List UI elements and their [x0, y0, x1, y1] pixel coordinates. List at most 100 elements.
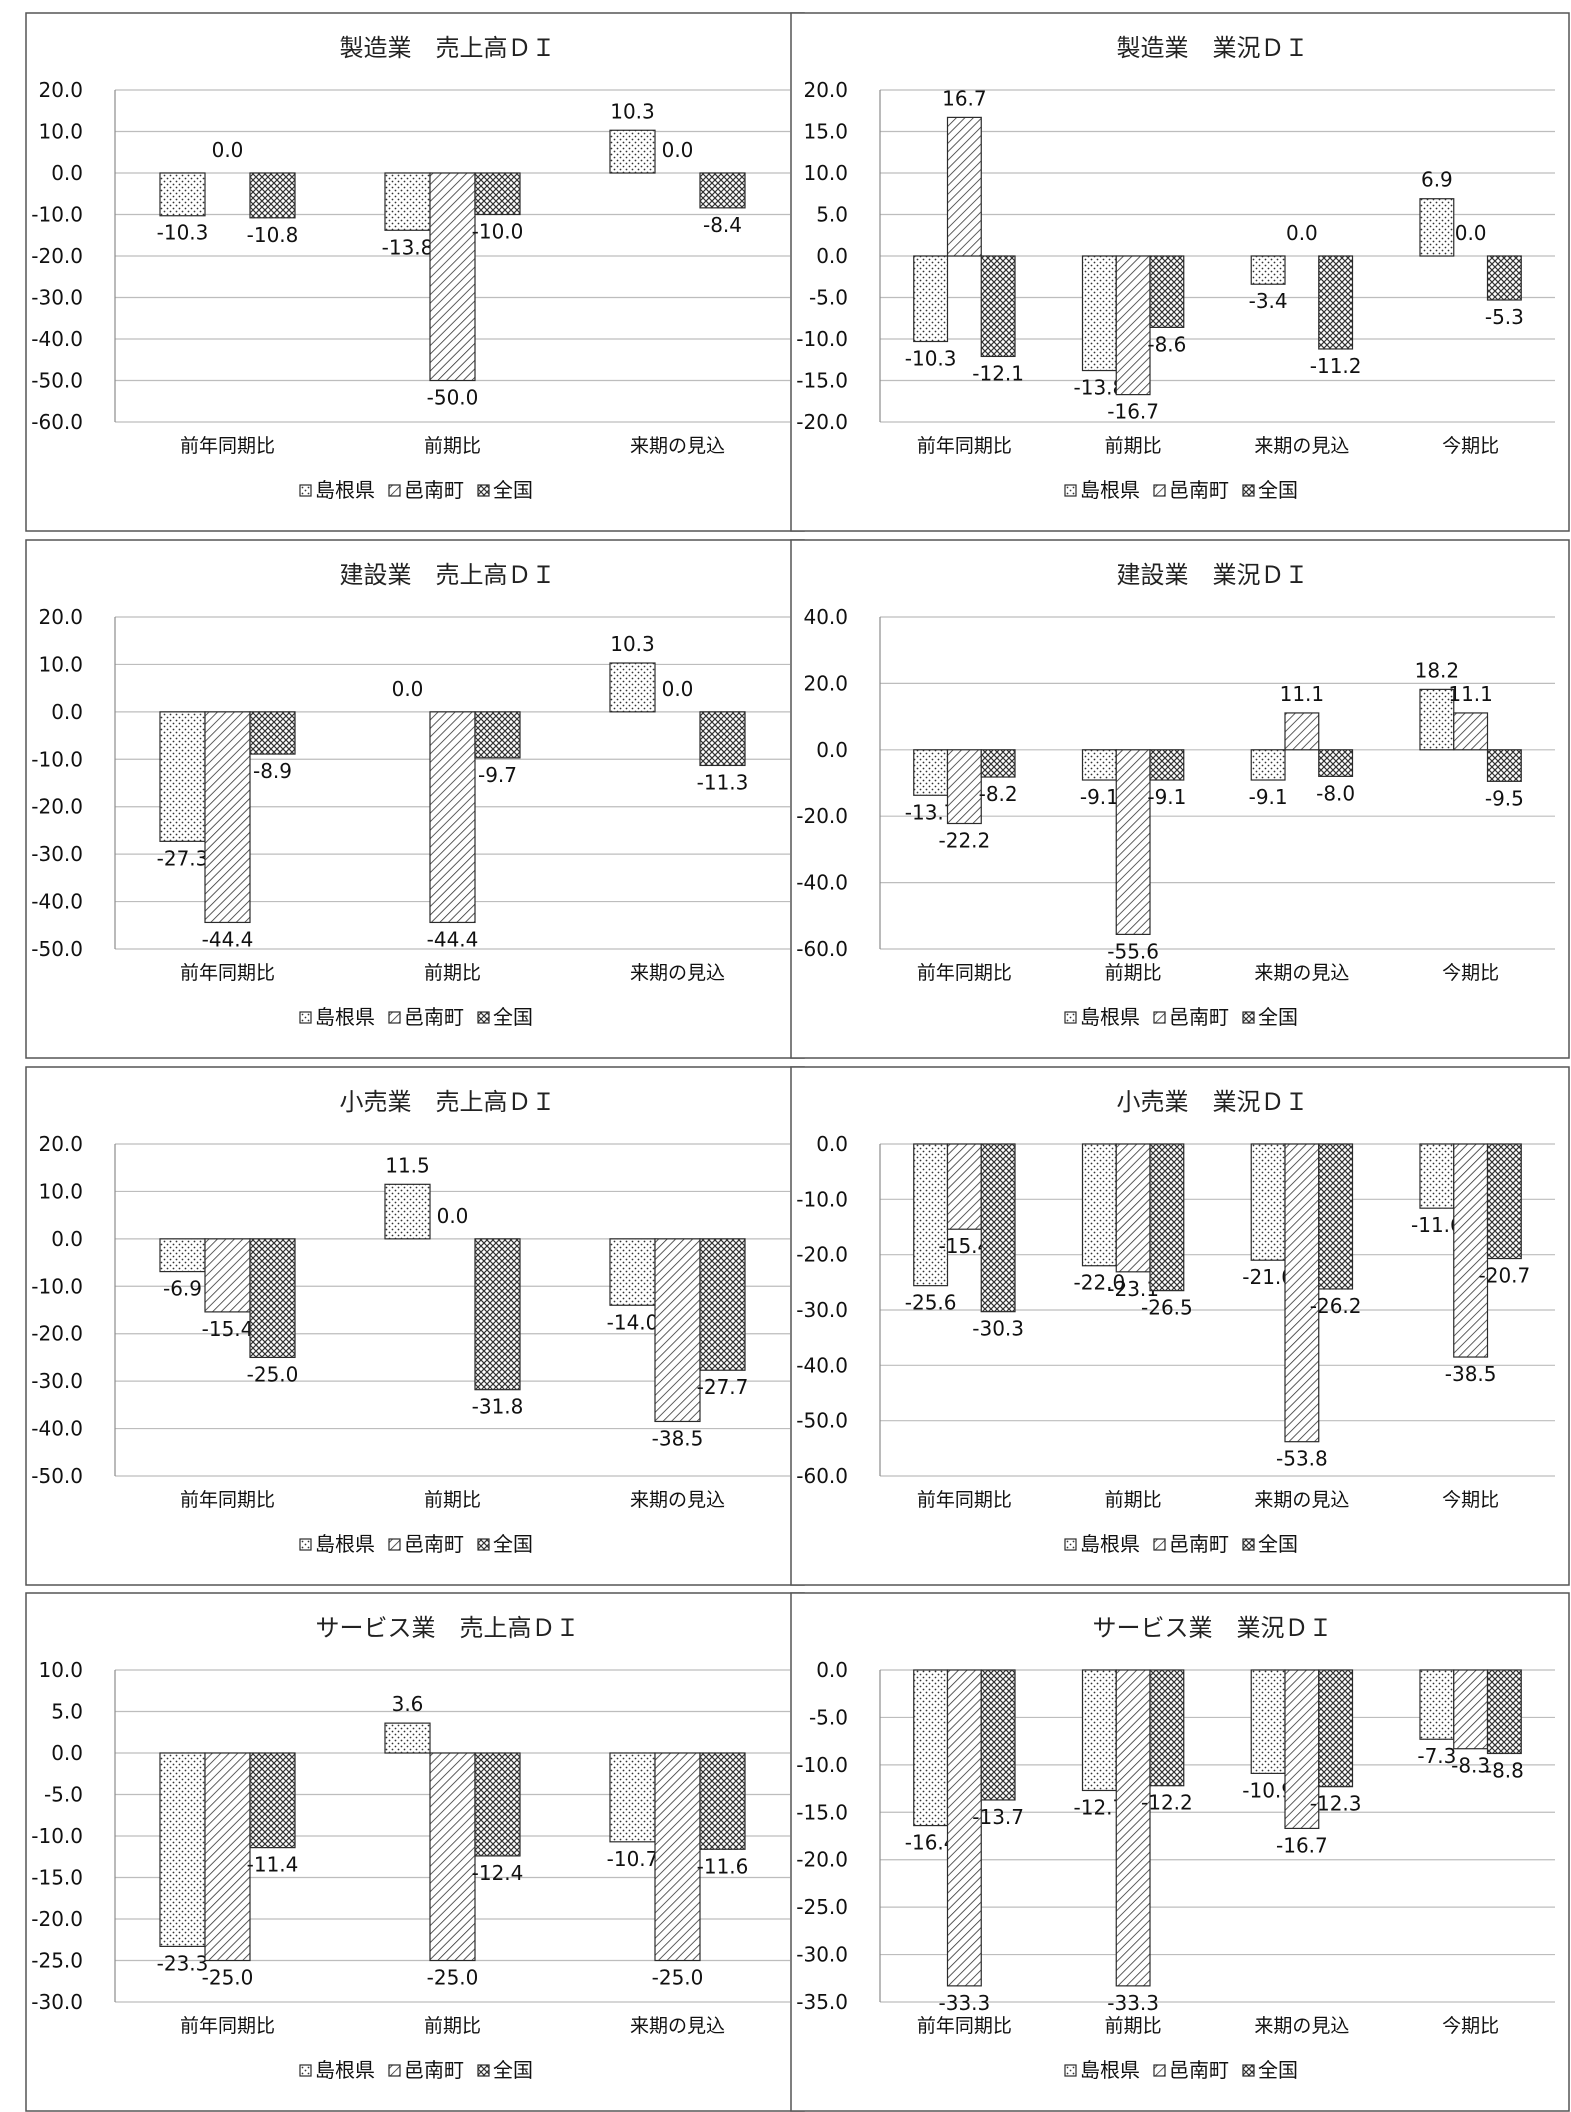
y-tick-label: -15.0 — [31, 1866, 83, 1890]
legend-label: 島根県 — [315, 1532, 375, 1556]
y-tick-label: 10.0 — [38, 120, 83, 144]
bar-島根県-前年同期比 — [159, 1238, 206, 1273]
legend-swatch-邑南町 — [388, 2064, 401, 2077]
y-tick-label: 15.0 — [803, 120, 848, 144]
legend-label: 邑南町 — [1169, 478, 1229, 502]
y-tick-label: -30.0 — [31, 286, 83, 310]
legend-label: 邑南町 — [404, 478, 464, 502]
data-label: -50.0 — [427, 386, 479, 410]
x-tick-label: 前年同期比 — [180, 2015, 275, 2037]
data-label: -15.4 — [202, 1317, 254, 1341]
data-label: -10.3 — [905, 346, 957, 370]
data-label: -8.2 — [979, 782, 1018, 806]
data-label: -33.3 — [939, 1991, 991, 2015]
data-label: -22.2 — [939, 829, 991, 853]
y-tick-label: -10.0 — [31, 747, 83, 771]
bar-全国-前年同期比 — [249, 711, 296, 755]
y-tick-label: -20.0 — [31, 1907, 83, 1931]
chart-svg: サービス業 業況ＤＩ 0.0 -5.0 -10.0 -15.0 -20.0 -25.0 -30… — [790, 1592, 1570, 2112]
legend-label: 全国 — [493, 1532, 533, 1556]
y-tick-label: -60.0 — [31, 410, 83, 434]
data-label: -23.3 — [157, 1951, 209, 1975]
y-tick-label: -30.0 — [31, 1369, 83, 1393]
y-tick-label: 0.0 — [51, 1227, 83, 1251]
y-tick-label: -25.0 — [796, 1895, 848, 1919]
chart-panel-7: サービス業 業況ＤＩ 0.0 -5.0 -10.0 -15.0 -20.0 -25.0 -30… — [790, 1592, 1570, 2112]
legend-swatch-邑南町 — [1153, 1538, 1166, 1551]
chart-title: 建設業 業況ＤＩ — [1117, 561, 1309, 589]
bar-全国-前年同期比 — [249, 1752, 296, 1849]
x-tick-label: 今期比 — [1442, 435, 1499, 457]
bar-全国-来期の見込 — [1318, 749, 1354, 777]
bar-邑南町-前年同期比 — [204, 1238, 251, 1313]
chart-title: 小売業 売上高ＤＩ — [340, 1088, 556, 1116]
chart-svg: 小売業 業況ＤＩ 0.0 -10.0 -20.0 -30.0 -40.0 -50.0 -60.… — [790, 1066, 1570, 1586]
data-label: -8.8 — [1485, 1758, 1524, 1782]
y-tick-label: 0.0 — [816, 738, 848, 762]
legend-swatch-全国 — [1242, 1538, 1255, 1551]
legend-label: 島根県 — [315, 478, 375, 502]
legend-swatch-島根県 — [1064, 1538, 1077, 1551]
y-tick-label: -30.0 — [31, 1990, 83, 2014]
y-tick-label: -20.0 — [31, 795, 83, 819]
legend-label: 全国 — [493, 478, 533, 502]
y-tick-label: -35.0 — [796, 1990, 848, 2014]
bar-全国-前年同期比 — [980, 749, 1016, 778]
x-tick-label: 来期の見込 — [1254, 435, 1349, 457]
x-tick-label: 前年同期比 — [917, 1489, 1012, 1511]
bar-島根県-前期比 — [1081, 1669, 1117, 1792]
legend-label: 全国 — [1258, 1005, 1298, 1029]
data-label: -11.6 — [697, 1854, 749, 1878]
legend-label: 全国 — [493, 2058, 533, 2082]
bar-島根県-今期比 — [1419, 688, 1455, 751]
data-label: -16.7 — [1276, 1833, 1328, 1857]
data-label: -44.4 — [202, 927, 254, 951]
y-tick-label: -20.0 — [796, 1243, 848, 1267]
data-label: -26.5 — [1141, 1296, 1193, 1320]
y-tick-label: -60.0 — [796, 937, 848, 961]
data-label: 0.0 — [392, 677, 424, 701]
y-tick-label: -5.0 — [809, 286, 848, 310]
data-label: -11.4 — [247, 1853, 299, 1877]
legend-label: 全国 — [1258, 1532, 1298, 1556]
bar-邑南町-前期比 — [1115, 749, 1151, 935]
y-tick-label: 10.0 — [38, 1658, 83, 1682]
data-label: -3.4 — [1249, 289, 1288, 313]
bar-邑南町-前年同期比 — [946, 749, 982, 825]
x-tick-label: 前年同期比 — [180, 435, 275, 457]
bar-島根県-前年同期比 — [159, 1752, 206, 1947]
y-tick-label: 20.0 — [38, 78, 83, 102]
y-tick-label: -20.0 — [31, 244, 83, 268]
legend-swatch-全国 — [477, 2064, 490, 2077]
bar-島根県-前期比 — [384, 1183, 431, 1240]
data-label: -9.5 — [1485, 786, 1524, 810]
bar-島根県-来期の見込 — [609, 662, 656, 713]
x-tick-label: 前期比 — [424, 2015, 481, 2037]
bar-全国-前年同期比 — [249, 1238, 296, 1359]
legend-swatch-邑南町 — [388, 484, 401, 497]
bar-島根県-前期比 — [1081, 255, 1117, 372]
data-label: -5.3 — [1485, 305, 1524, 329]
legend-label: 邑南町 — [404, 1005, 464, 1029]
x-tick-label: 前期比 — [1105, 962, 1162, 984]
bar-邑南町-前年同期比 — [946, 1669, 982, 1987]
data-label: 16.7 — [942, 86, 987, 110]
data-label: -8.3 — [1451, 1754, 1490, 1778]
data-label: -10.0 — [472, 220, 524, 244]
y-tick-label: -50.0 — [796, 1409, 848, 1433]
x-tick-label: 来期の見込 — [1254, 2015, 1349, 2037]
legend-label: 全国 — [1258, 478, 1298, 502]
data-label: -9.7 — [478, 763, 517, 787]
data-label: -27.7 — [697, 1375, 749, 1399]
y-tick-label: -40.0 — [796, 871, 848, 895]
y-tick-label: -50.0 — [31, 937, 83, 961]
legend-label: 島根県 — [1080, 1532, 1140, 1556]
y-tick-label: -10.0 — [31, 1274, 83, 1298]
bar-邑南町-前期比 — [1115, 255, 1151, 396]
data-label: -9.1 — [1147, 785, 1186, 809]
data-label: -55.6 — [1107, 939, 1159, 963]
y-tick-label: -50.0 — [31, 369, 83, 393]
bar-邑南町-前期比 — [1115, 1143, 1151, 1273]
chart-title: サービス業 売上高ＤＩ — [316, 1614, 580, 1642]
y-tick-label: -20.0 — [796, 804, 848, 828]
